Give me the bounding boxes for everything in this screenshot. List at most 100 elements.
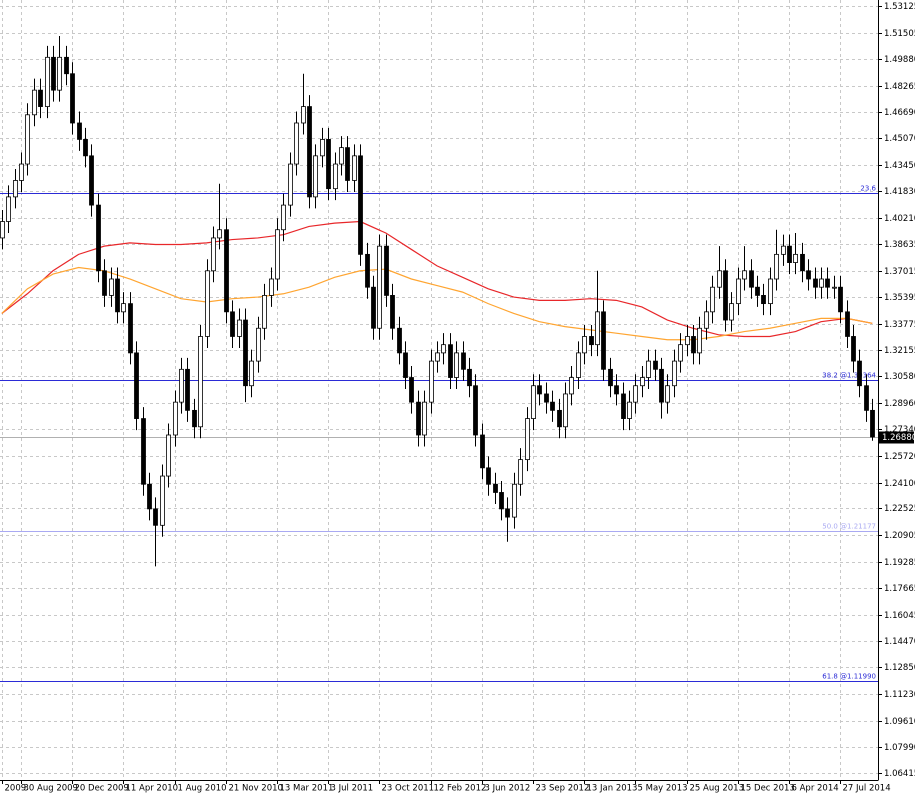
candle-body (851, 336, 856, 362)
candle-body (563, 393, 568, 428)
x-tick-label: 20 Dec 2009 (75, 784, 129, 794)
y-tick-label: 1.41830 (884, 187, 915, 197)
candle-body (262, 295, 267, 329)
candle-body (160, 475, 165, 526)
y-tick-label: 1.30580 (884, 372, 915, 382)
candle-body (230, 311, 235, 337)
candle-body (781, 245, 786, 255)
candle-body (102, 270, 107, 296)
y-tick-label: 1.06415 (884, 769, 915, 779)
candle-body (672, 360, 677, 387)
y-tick-label: 1.27340 (884, 425, 915, 435)
candle-body (45, 56, 50, 107)
candle-body (704, 311, 709, 329)
y-tick-label: 1.09610 (884, 717, 915, 727)
candle-body (505, 508, 510, 518)
x-tick-label: 5 May 2013 (638, 784, 688, 794)
moving-average (1, 266, 873, 341)
candle-body (422, 401, 427, 436)
level-layer: 23.6 38.2 @1.30364 50.0 @1.21177 61.8 @1.11… (0, 185, 878, 682)
candle-body (205, 270, 210, 337)
candle-body (589, 336, 594, 346)
candle-body (96, 204, 101, 272)
y-tick-label: 1.22525 (884, 504, 915, 514)
candle-body (441, 344, 446, 354)
candle-body (512, 483, 517, 518)
candle-body (403, 352, 408, 378)
candle-body (723, 270, 728, 321)
candle-body (621, 393, 626, 419)
candle-body (256, 327, 261, 362)
candle-body (153, 508, 158, 526)
candle-body (768, 278, 773, 305)
x-tick-label: 23 Oct 2011 (382, 784, 435, 794)
candle-body (89, 155, 94, 206)
candle-body (461, 352, 466, 370)
candle-body (6, 196, 11, 222)
candle-body (288, 163, 293, 206)
x-tick-label: 27 Jul 2014 (843, 784, 891, 794)
y-tick-label: 1.53125 (884, 2, 915, 12)
x-tick-label: 6 Apr 2014 (792, 784, 839, 794)
candle-body (409, 377, 414, 403)
candle-body (275, 229, 280, 280)
y-tick-label: 1.45070 (884, 134, 915, 144)
candle-body (633, 385, 638, 403)
candle-body (358, 155, 363, 255)
x-tick-label: 1 Aug 2010 (178, 784, 227, 794)
candle-body (339, 147, 344, 165)
x-tick-label: 2009 (5, 784, 27, 794)
y-tick-label: 1.48265 (884, 82, 915, 92)
candle-body (467, 368, 472, 387)
candle-body (301, 106, 306, 124)
y-tick-label: 1.32155 (884, 346, 915, 356)
candle-body (845, 311, 850, 337)
candle-body (685, 336, 690, 346)
candle-body (128, 303, 133, 354)
candle-body (173, 401, 178, 436)
candle-body (531, 385, 536, 419)
candle-body (864, 385, 869, 411)
candle-body (32, 89, 37, 116)
x-tick-label: 15 Dec 2013 (741, 784, 795, 794)
candle-body (377, 245, 382, 329)
y-tick-label: 1.07990 (884, 743, 915, 753)
level-label: 61.8 @1.11990 (822, 673, 876, 681)
candle-body (736, 278, 741, 305)
candle-body (665, 385, 670, 403)
candle-body (595, 311, 600, 346)
candle-body (192, 409, 197, 428)
y-tick-label: 1.43450 (884, 161, 915, 171)
y-tick-label: 1.40210 (884, 214, 915, 224)
candle-body (198, 336, 203, 428)
candle-body (473, 385, 478, 436)
candle-body (416, 401, 421, 436)
last-price-label: 1.26880 (882, 433, 915, 443)
candle-body (281, 204, 286, 231)
candle-body (13, 180, 18, 198)
y-tick-label: 1.46690 (884, 108, 915, 118)
y-tick-label: 1.17665 (884, 584, 915, 594)
candle-body (313, 155, 318, 198)
candle-body (717, 270, 722, 288)
candle-body (857, 360, 862, 387)
candle-body (25, 114, 30, 165)
candle-body (217, 229, 222, 239)
y-tick-label: 1.25720 (884, 452, 915, 462)
candle-body (307, 106, 312, 198)
x-tick-label: 12 Feb 2012 (434, 784, 487, 794)
candle-body (237, 319, 242, 337)
candle-body (352, 155, 357, 181)
candle-body (646, 360, 651, 378)
x-tick-label: 13 Jan 2013 (587, 784, 638, 794)
candle-body (83, 139, 88, 157)
line-layer (1, 220, 873, 341)
candle-body (224, 229, 229, 313)
candle-body (550, 401, 555, 411)
candle-body (749, 270, 754, 288)
candle-body (537, 385, 542, 395)
y-tick-label: 1.35395 (884, 293, 915, 303)
candle-body (147, 483, 152, 510)
candle-body (109, 278, 114, 296)
